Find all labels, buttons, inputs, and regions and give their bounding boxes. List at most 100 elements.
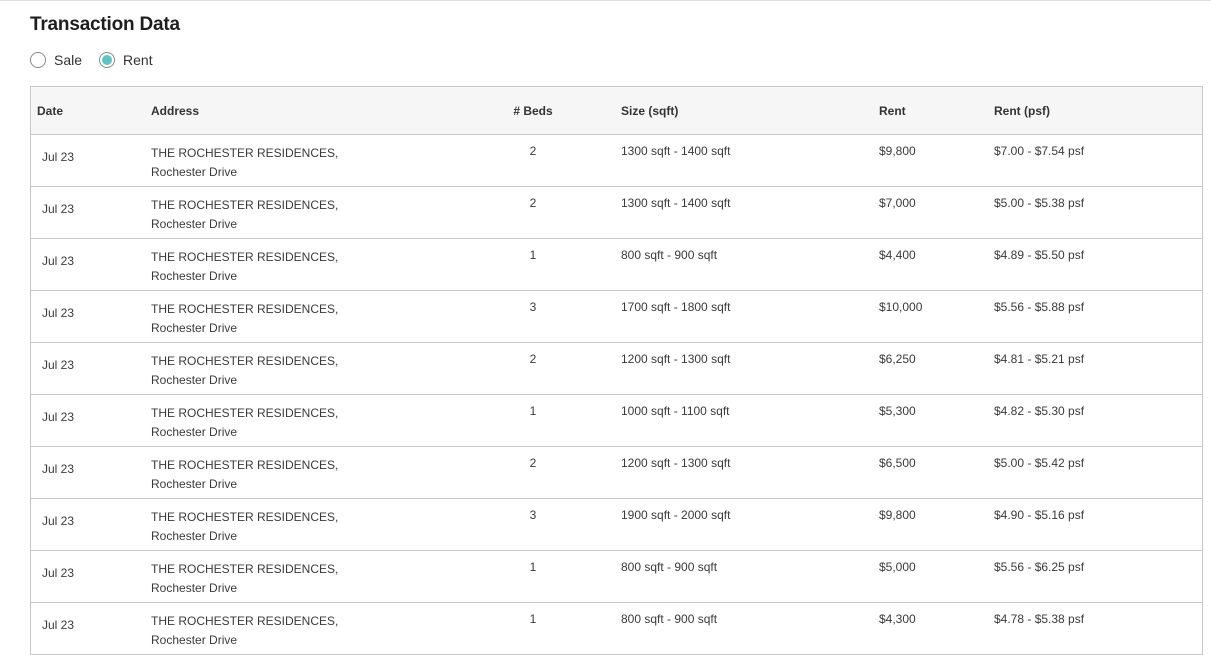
table-row: Jul 23 THE ROCHESTER RESIDENCES, Rochester… <box>31 187 1202 239</box>
cell-rent: $9,800 <box>879 508 916 522</box>
cell-size: 800 sqft - 900 sqft <box>621 560 718 574</box>
cell-address: THE ROCHESTER RESIDENCES, Rochester Drive <box>151 612 338 650</box>
cell-rent-psf: $4.82 - $5.30 psf <box>994 404 1085 418</box>
cell-rent-psf: $5.56 - $5.88 psf <box>994 300 1085 314</box>
address-line1: THE ROCHESTER RESIDENCES, <box>151 354 339 368</box>
cell-beds: 3 <box>529 300 537 314</box>
address-line2: Rochester Drive <box>151 373 238 387</box>
address-line1: THE ROCHESTER RESIDENCES, <box>151 250 339 264</box>
cell-size: 1700 sqft - 1800 sqft <box>621 300 731 314</box>
cell-rent: $5,300 <box>879 404 916 418</box>
cell-address: THE ROCHESTER RESIDENCES, Rochester Drive <box>151 196 338 234</box>
cell-rent-psf: $5.00 - $5.38 psf <box>994 196 1085 210</box>
header-date: Date <box>37 104 64 118</box>
cell-beds: 2 <box>529 456 537 470</box>
table-row: Jul 23 THE ROCHESTER RESIDENCES, Rochester… <box>31 499 1202 551</box>
cell-rent: $6,250 <box>879 352 916 366</box>
address-line2: Rochester Drive <box>151 581 238 595</box>
cell-address: THE ROCHESTER RESIDENCES, Rochester Drive <box>151 248 338 286</box>
address-line1: THE ROCHESTER RESIDENCES, <box>151 458 339 472</box>
address-line1: THE ROCHESTER RESIDENCES, <box>151 146 339 160</box>
cell-size: 1200 sqft - 1300 sqft <box>621 352 731 366</box>
cell-date: Jul 23 <box>42 566 75 580</box>
cell-address: THE ROCHESTER RESIDENCES, Rochester Drive <box>151 404 338 442</box>
cell-beds: 1 <box>529 248 537 262</box>
cell-rent: $4,300 <box>879 612 916 626</box>
cell-rent: $9,800 <box>879 144 916 158</box>
table-row: Jul 23 THE ROCHESTER RESIDENCES, Rochester… <box>31 395 1202 447</box>
address-line2: Rochester Drive <box>151 529 238 543</box>
cell-rent-psf: $4.78 - $5.38 psf <box>994 612 1085 626</box>
cell-address: THE ROCHESTER RESIDENCES, Rochester Drive <box>151 300 338 338</box>
cell-rent: $4,400 <box>879 248 916 262</box>
table-row: Jul 23 THE ROCHESTER RESIDENCES, Rochester… <box>31 239 1202 291</box>
cell-date: Jul 23 <box>42 462 75 476</box>
radio-rent[interactable]: Rent <box>99 52 153 68</box>
cell-beds: 3 <box>529 508 537 522</box>
transaction-table: Date Address # Beds Size (sqft) Rent Ren… <box>30 86 1203 655</box>
cell-rent-psf: $4.89 - $5.50 psf <box>994 248 1085 262</box>
cell-beds: 1 <box>529 612 537 626</box>
cell-beds: 2 <box>529 196 537 210</box>
cell-rent: $10,000 <box>879 300 923 314</box>
table-row: Jul 23 THE ROCHESTER RESIDENCES, Rochester… <box>31 447 1202 499</box>
table-row: Jul 23 THE ROCHESTER RESIDENCES, Rochester… <box>31 551 1202 603</box>
header-rent-psf: Rent (psf) <box>994 104 1050 118</box>
address-line2: Rochester Drive <box>151 269 238 283</box>
cell-rent: $6,500 <box>879 456 916 470</box>
address-line2: Rochester Drive <box>151 425 238 439</box>
address-line2: Rochester Drive <box>151 217 238 231</box>
cell-rent-psf: $7.00 - $7.54 psf <box>994 144 1085 158</box>
cell-size: 1000 sqft - 1100 sqft <box>621 404 730 418</box>
section-title: Transaction Data <box>30 14 180 35</box>
cell-date: Jul 23 <box>42 202 75 216</box>
cell-rent-psf: $5.56 - $6.25 psf <box>994 560 1085 574</box>
cell-size: 800 sqft - 900 sqft <box>621 612 718 626</box>
address-line1: THE ROCHESTER RESIDENCES, <box>151 614 339 628</box>
cell-date: Jul 23 <box>42 618 75 632</box>
radio-label: Rent <box>123 52 153 68</box>
table-row: Jul 23 THE ROCHESTER RESIDENCES, Rochester… <box>31 603 1202 655</box>
radio-circle-icon[interactable] <box>30 52 46 68</box>
cell-beds: 1 <box>529 404 537 418</box>
top-divider <box>0 0 1211 1</box>
address-line1: THE ROCHESTER RESIDENCES, <box>151 198 339 212</box>
header-rent: Rent <box>879 104 906 118</box>
cell-size: 1200 sqft - 1300 sqft <box>621 456 731 470</box>
table-row: Jul 23 THE ROCHESTER RESIDENCES, Rochester… <box>31 135 1202 187</box>
cell-address: THE ROCHESTER RESIDENCES, Rochester Drive <box>151 560 338 598</box>
address-line2: Rochester Drive <box>151 633 238 647</box>
cell-beds: 2 <box>529 144 537 158</box>
cell-address: THE ROCHESTER RESIDENCES, Rochester Drive <box>151 352 338 390</box>
address-line2: Rochester Drive <box>151 477 238 491</box>
cell-rent: $7,000 <box>879 196 916 210</box>
header-beds: # Beds <box>513 104 553 118</box>
cell-address: THE ROCHESTER RESIDENCES, Rochester Drive <box>151 508 338 546</box>
radio-sale[interactable]: Sale <box>30 52 82 68</box>
transaction-type-radio-group: Sale Rent <box>30 52 170 68</box>
cell-address: THE ROCHESTER RESIDENCES, Rochester Drive <box>151 144 338 182</box>
address-line2: Rochester Drive <box>151 165 238 179</box>
cell-rent-psf: $4.81 - $5.21 psf <box>994 352 1085 366</box>
radio-label: Sale <box>54 52 83 68</box>
cell-date: Jul 23 <box>42 306 75 320</box>
cell-beds: 2 <box>529 352 537 366</box>
cell-date: Jul 23 <box>42 410 75 424</box>
cell-date: Jul 23 <box>42 358 75 372</box>
header-size: Size (sqft) <box>621 104 679 118</box>
cell-beds: 1 <box>529 560 537 574</box>
address-line1: THE ROCHESTER RESIDENCES, <box>151 302 339 316</box>
cell-date: Jul 23 <box>42 150 75 164</box>
cell-size: 1300 sqft - 1400 sqft <box>621 196 731 210</box>
table-header: Date Address # Beds Size (sqft) Rent Ren… <box>31 87 1202 135</box>
radio-circle-selected-icon[interactable] <box>99 52 116 68</box>
address-line1: THE ROCHESTER RESIDENCES, <box>151 562 339 576</box>
address-line1: THE ROCHESTER RESIDENCES, <box>151 406 339 420</box>
cell-rent-psf: $4.90 - $5.16 psf <box>994 508 1085 522</box>
cell-size: 800 sqft - 900 sqft <box>621 248 718 262</box>
cell-date: Jul 23 <box>42 254 75 268</box>
table-row: Jul 23 THE ROCHESTER RESIDENCES, Rochester… <box>31 291 1202 343</box>
address-line1: THE ROCHESTER RESIDENCES, <box>151 510 339 524</box>
table-row: Jul 23 THE ROCHESTER RESIDENCES, Rochester… <box>31 343 1202 395</box>
cell-rent-psf: $5.00 - $5.42 psf <box>994 456 1085 470</box>
